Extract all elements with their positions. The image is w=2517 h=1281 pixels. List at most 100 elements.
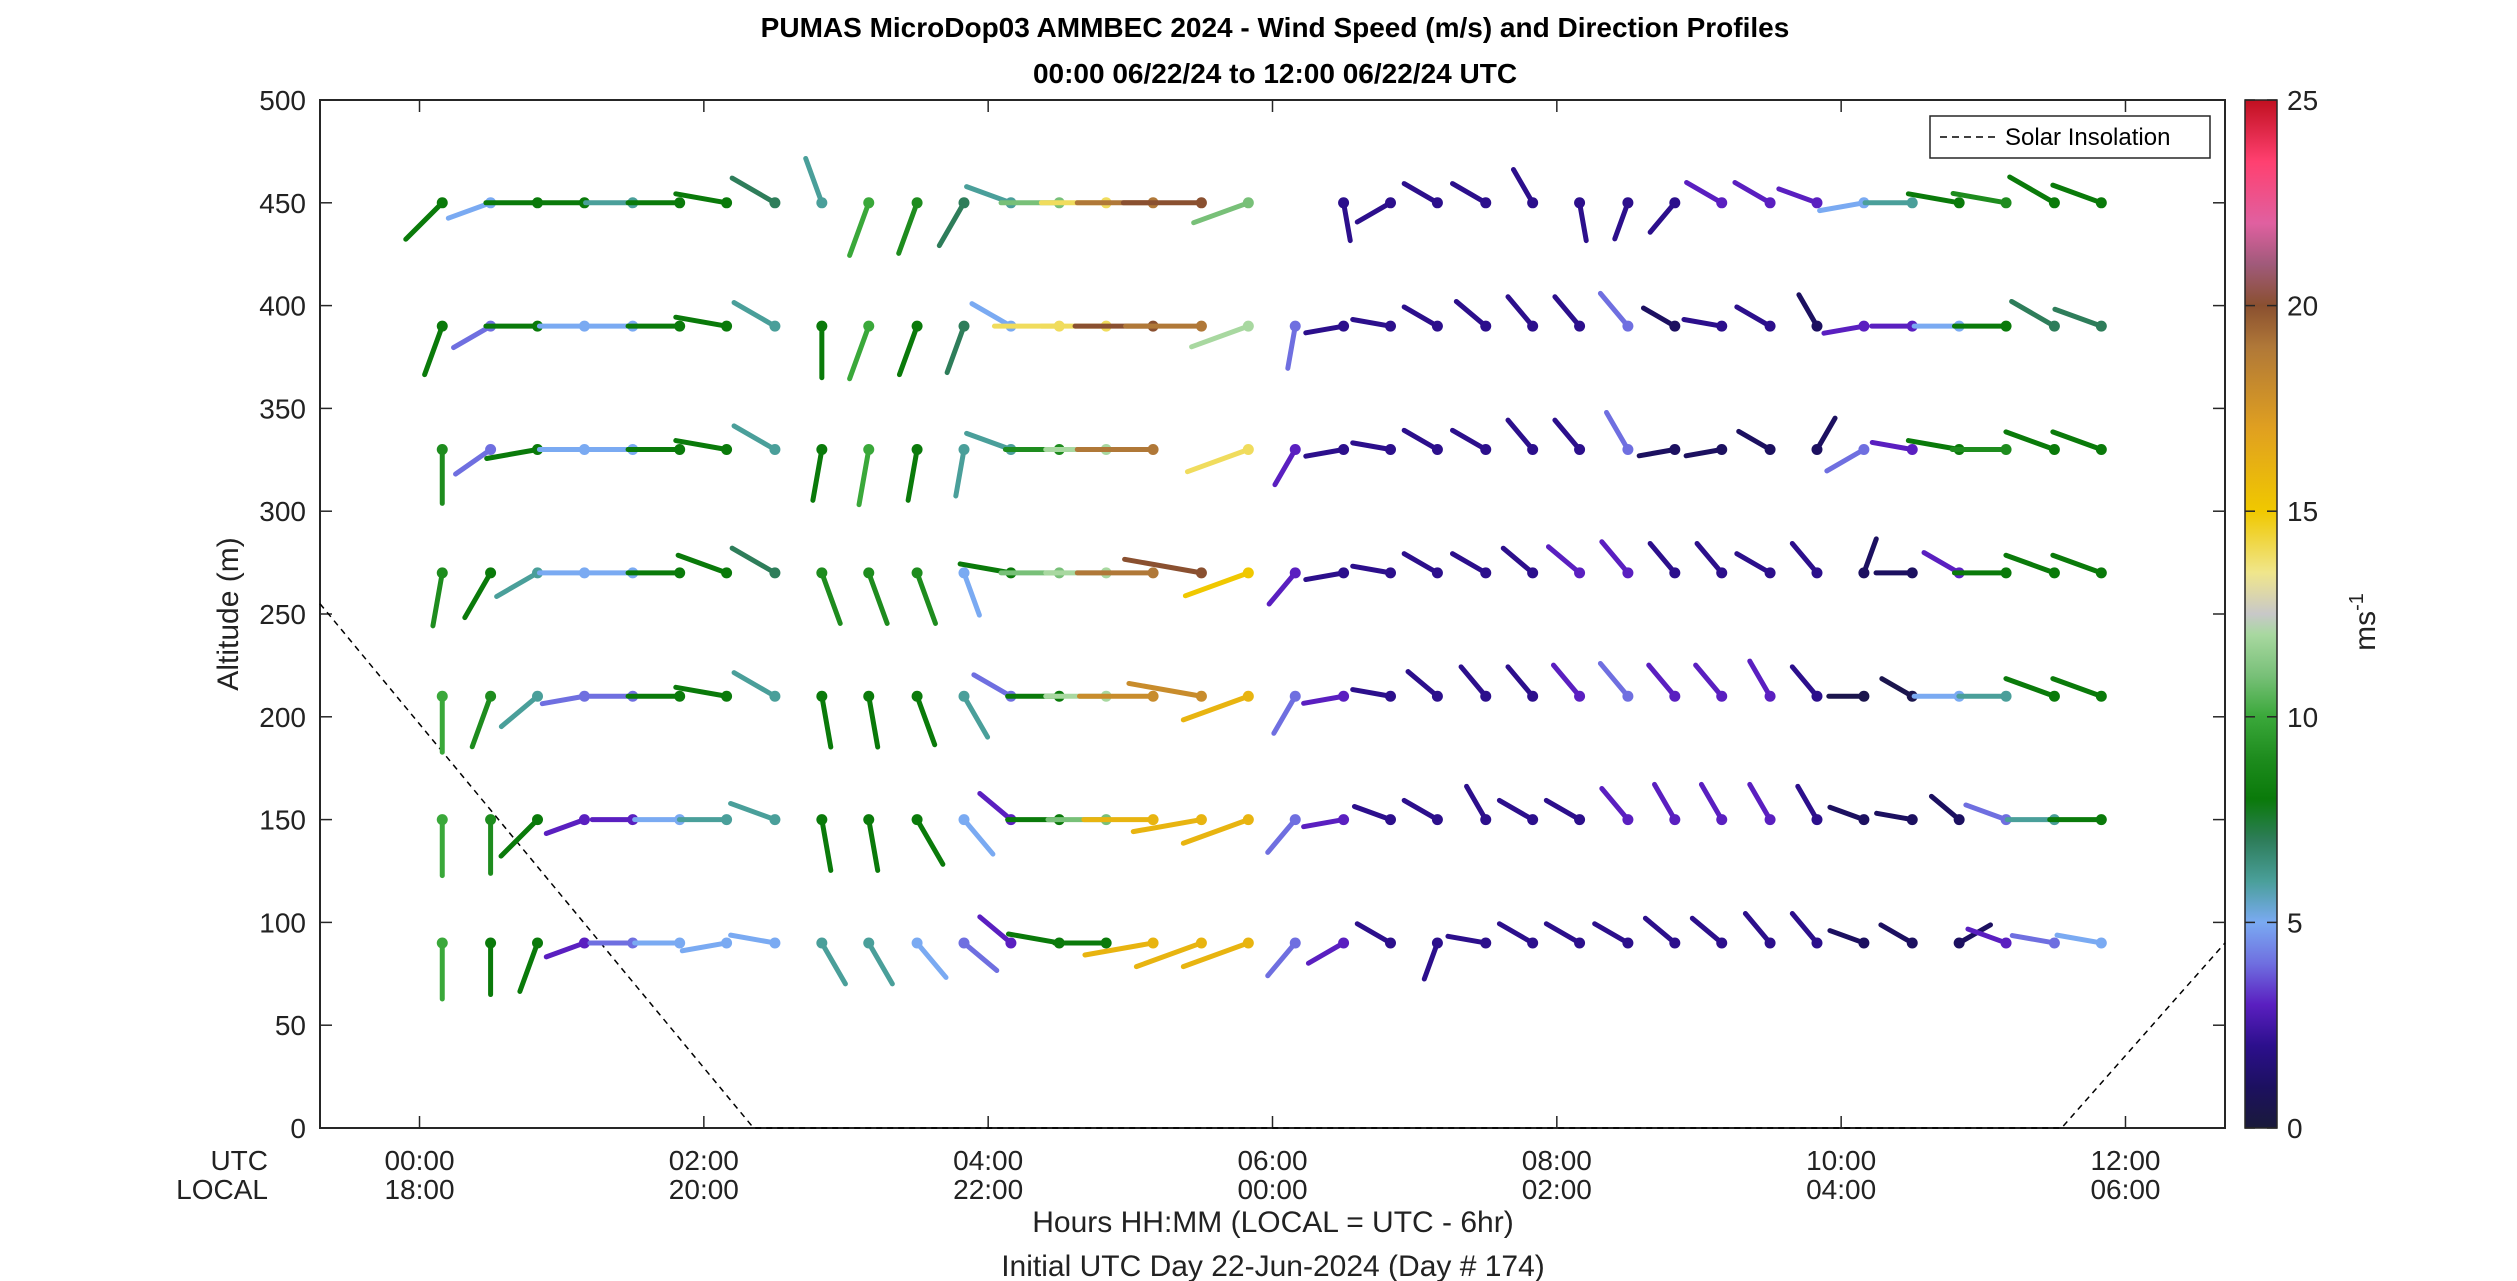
wind-barb-shaft <box>847 323 872 382</box>
wind-barb-dot <box>911 690 923 702</box>
wind-barb <box>1350 316 1396 332</box>
wind-barb-dot <box>436 814 448 826</box>
y-axis-label: Altitude (m) <box>212 537 245 690</box>
wind-barb <box>847 320 875 382</box>
wind-barb <box>1500 545 1539 579</box>
wind-barb-shaft <box>729 545 778 576</box>
wind-barb <box>1496 921 1539 949</box>
wind-barb-dot <box>1764 814 1776 826</box>
wind-barb-shaft <box>2052 306 2104 329</box>
wind-barb <box>1449 181 1492 209</box>
wind-barb-shaft <box>1694 540 1725 576</box>
wind-barb <box>1405 669 1443 702</box>
wind-barb <box>422 320 448 378</box>
wind-barb-shaft <box>679 940 730 954</box>
wind-barb-shaft <box>1543 797 1583 823</box>
wind-barb-shaft <box>1776 186 1820 206</box>
wind-barb-shaft <box>1421 940 1440 982</box>
wind-barb-shaft <box>1082 940 1156 958</box>
wind-barb-dot <box>578 814 590 826</box>
wind-barb <box>1510 167 1539 209</box>
wind-barb <box>1505 417 1539 456</box>
wind-barb-dot <box>863 937 875 949</box>
wind-barb-dot <box>1242 320 1254 332</box>
wind-barb <box>1698 781 1728 826</box>
wind-barb-shaft <box>1505 294 1536 329</box>
wind-barb-shaft <box>961 693 991 740</box>
wind-barb-dot <box>1716 814 1728 826</box>
wind-barb-dot <box>578 320 590 332</box>
wind-barb-dot <box>532 814 544 826</box>
wind-barb <box>1401 551 1443 579</box>
wind-barb <box>1350 687 1396 702</box>
wind-barb-shaft <box>1789 664 1820 699</box>
wind-barb-shaft <box>728 932 778 946</box>
wind-barb-shaft <box>914 817 946 867</box>
wind-barb-dot <box>1953 937 1965 949</box>
wind-barb-dot <box>1242 690 1254 702</box>
wind-barb-shaft <box>896 200 920 256</box>
x-tick-label-local: 20:00 <box>669 1174 739 1205</box>
wind-barb-dot <box>1622 567 1634 579</box>
wind-barb-dot <box>1574 320 1586 332</box>
wind-barb-dot <box>1338 814 1350 826</box>
wind-barb <box>436 444 448 506</box>
wind-barb-shaft <box>1449 181 1489 206</box>
wind-barb-dot <box>1338 320 1350 332</box>
wind-barb-dot <box>1431 197 1443 209</box>
wind-barb-shaft <box>1646 662 1678 699</box>
wind-barb-dot <box>1716 320 1728 332</box>
plot-area <box>319 99 2226 1129</box>
wind-barb-shaft <box>1734 551 1773 576</box>
chart-subtitle: 00:00 06/22/24 to 12:00 06/22/24 UTC <box>1033 58 1517 89</box>
wind-barb <box>953 444 970 499</box>
wind-barb <box>679 937 733 954</box>
wind-barb-shaft <box>1133 940 1204 970</box>
wind-barb <box>1874 810 1918 826</box>
wind-barb <box>1464 783 1492 826</box>
wind-barb-dot <box>1147 690 1159 702</box>
wind-barb-shaft <box>2050 552 2104 576</box>
wind-barb-shaft <box>1301 693 1347 706</box>
wind-barb-dot <box>721 567 733 579</box>
wind-barb <box>436 937 448 1002</box>
wind-barb-dot <box>1527 814 1539 826</box>
x-tick-label-local: 06:00 <box>2090 1174 2160 1205</box>
wind-barb-dot <box>2048 567 2060 579</box>
wind-barb <box>1827 804 1870 826</box>
wind-barb <box>2009 298 2060 332</box>
wind-barb <box>1074 567 1159 579</box>
wind-barb-shaft <box>819 940 848 987</box>
wind-barb-dot <box>721 320 733 332</box>
wind-barb <box>731 423 781 456</box>
wind-barb <box>1303 320 1350 336</box>
wind-barbs <box>403 155 2107 1002</box>
wind-barb <box>1401 181 1443 209</box>
wind-barb-shaft <box>731 423 778 453</box>
wind-barb-shaft <box>1821 323 1867 336</box>
wind-barb-shaft <box>1604 409 1631 453</box>
wind-barb-dot <box>816 690 828 702</box>
wind-barb-shaft <box>1824 447 1867 474</box>
wind-barb-dot <box>1622 320 1634 332</box>
wind-barb-dot <box>674 197 686 209</box>
wind-barb-dot <box>769 444 781 456</box>
wind-barb-dot <box>1906 814 1918 826</box>
x-tick-label-utc: 06:00 <box>1237 1145 1307 1176</box>
wind-barb <box>1052 937 1112 949</box>
wind-barb-shaft <box>1965 926 2009 946</box>
wind-barb-shaft <box>1599 785 1631 823</box>
wind-barb-dot <box>2000 444 2012 456</box>
wind-barb-dot <box>958 690 970 702</box>
wind-barb-shaft <box>2009 298 2057 329</box>
wind-barb-shaft <box>977 791 1014 823</box>
colorbar-label-unit: ms <box>2349 611 2382 651</box>
wind-barb-dot <box>1480 444 1492 456</box>
wind-barb <box>1689 915 1728 949</box>
wind-barb-shaft <box>2003 676 2057 699</box>
wind-barb-shaft <box>1878 922 1915 946</box>
wind-barb <box>1683 444 1728 459</box>
wind-barb-dot <box>1147 444 1159 456</box>
wind-barb-shaft <box>731 670 778 699</box>
wind-barb-shaft <box>1869 439 1915 453</box>
